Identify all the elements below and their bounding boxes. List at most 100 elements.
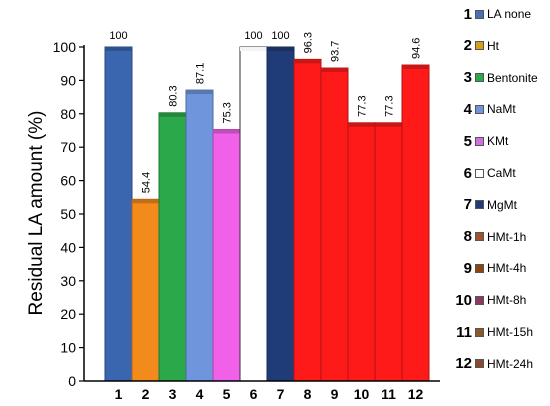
- legend-swatch: [475, 9, 484, 19]
- legend-label: HMt-24h: [487, 356, 534, 371]
- legend-label: Bentonite: [487, 70, 538, 85]
- x-tick-4: 4: [196, 386, 204, 402]
- legend-swatch: [475, 73, 484, 83]
- bar-top-4: [186, 90, 213, 95]
- y-tick-20: 20: [60, 306, 76, 322]
- data-label-1: 100: [109, 30, 127, 42]
- x-tick-1: 1: [115, 386, 123, 402]
- y-tick-50: 50: [60, 206, 76, 222]
- legend-item-7: 7 MgMt: [446, 193, 517, 217]
- bar-top-3: [159, 112, 186, 117]
- y-tick-40: 40: [60, 239, 76, 255]
- y-tick-100: 100: [53, 39, 77, 55]
- x-tick-10: 10: [354, 386, 370, 402]
- bar-top-11: [375, 122, 402, 127]
- legend-swatch: [475, 295, 484, 305]
- bar-12: [401, 64, 430, 382]
- legend-item-4: 4 NaMt: [446, 97, 516, 121]
- x-tick-3: 3: [169, 386, 177, 402]
- legend: 1 LA none 2 Ht 3 Bentonite 4 NaMt 5 KMt 6 CaMt 7 MgMt…: [446, 0, 550, 406]
- bar-top-1: [105, 47, 132, 51]
- legend-label: MgMt: [487, 197, 517, 212]
- legend-item-12: 12 HMt-24h: [446, 352, 533, 376]
- legend-swatch: [475, 41, 484, 51]
- legend-number: 4: [463, 100, 472, 118]
- legend-item-1: 1 LA none: [446, 2, 531, 26]
- x-tick-11: 11: [381, 386, 396, 402]
- legend-item-5: 5 KMt: [446, 129, 509, 153]
- legend-swatch: [475, 200, 484, 210]
- bar-5: [212, 128, 241, 382]
- bar-top-7: [267, 47, 294, 51]
- legend-swatch: [475, 327, 484, 337]
- x-tick-9: 9: [331, 386, 339, 402]
- legend-number: 12: [455, 355, 472, 373]
- bar-chart: Residual LA amount (%) 10054.480.387.175…: [26, 30, 440, 402]
- data-label-2: 54.4: [141, 172, 153, 193]
- bar-top-9: [321, 68, 348, 73]
- legend-number: 3: [463, 69, 472, 87]
- legend-number: 1: [463, 5, 472, 23]
- legend-number: 8: [463, 228, 472, 246]
- legend-swatch: [475, 359, 484, 369]
- bar-2: [131, 198, 160, 382]
- y-tick-70: 70: [60, 139, 76, 155]
- legend-label: CaMt: [487, 166, 516, 180]
- legend-label: HMt-15h: [487, 325, 534, 339]
- bar-6: [239, 46, 268, 382]
- data-label-12: 94.6: [411, 38, 423, 59]
- legend-label: HMt-1h: [487, 229, 527, 244]
- legend-label: HMt-8h: [487, 293, 527, 308]
- legend-item-2: 2 Ht: [446, 34, 499, 58]
- x-tick-8: 8: [304, 386, 312, 402]
- y-tick-60: 60: [60, 173, 76, 189]
- bar-1: [104, 46, 133, 382]
- legend-number: 2: [463, 37, 472, 55]
- legend-number: 11: [456, 323, 472, 341]
- bar-3: [158, 112, 187, 382]
- bar-top-10: [348, 122, 375, 127]
- legend-item-9: 9 HMt-4h: [446, 256, 527, 280]
- legend-number: 9: [463, 259, 472, 277]
- data-label-5: 75.3: [222, 102, 234, 123]
- data-label-11: 77.3: [384, 95, 396, 116]
- y-tick-30: 30: [60, 273, 76, 289]
- bar-7: [266, 46, 295, 382]
- y-tick-10: 10: [60, 340, 76, 356]
- legend-label: KMt: [487, 134, 509, 149]
- bar-top-5: [213, 129, 240, 134]
- bar-4: [185, 89, 214, 382]
- y-tick-0: 0: [68, 373, 76, 389]
- legend-swatch: [475, 168, 484, 178]
- x-tick-7: 7: [277, 386, 285, 402]
- bar-top-6: [240, 47, 267, 51]
- data-label-8: 96.3: [303, 32, 315, 53]
- legend-item-6: 6 CaMt: [446, 161, 516, 185]
- data-label-10: 77.3: [357, 95, 369, 116]
- data-label-4: 87.1: [195, 63, 207, 84]
- bar-11: [374, 122, 403, 382]
- legend-label: HMt-4h: [487, 261, 527, 276]
- legend-number: 10: [455, 291, 472, 309]
- bar-9: [320, 67, 349, 382]
- legend-swatch: [475, 232, 484, 242]
- legend-item-11: 11 HMt-15h: [446, 320, 533, 344]
- y-tick-80: 80: [60, 106, 76, 122]
- legend-number: 7: [463, 196, 472, 214]
- x-tick-12: 12: [408, 386, 424, 402]
- legend-swatch: [475, 136, 484, 146]
- legend-label: LA none: [487, 7, 532, 21]
- legend-swatch: [475, 104, 484, 114]
- bar-top-12: [402, 65, 429, 70]
- y-tick-90: 90: [60, 72, 76, 88]
- x-tick-5: 5: [223, 386, 231, 402]
- x-tick-6: 6: [250, 386, 258, 402]
- legend-item-10: 10 HMt-8h: [446, 288, 526, 312]
- bar-10: [347, 122, 376, 382]
- legend-label: Ht: [487, 38, 499, 53]
- legend-number: 6: [463, 164, 472, 182]
- bar-top-2: [132, 199, 159, 204]
- y-axis-label: Residual LA amount (%): [26, 111, 47, 316]
- data-label-9: 93.7: [330, 41, 342, 62]
- legend-swatch: [475, 263, 484, 273]
